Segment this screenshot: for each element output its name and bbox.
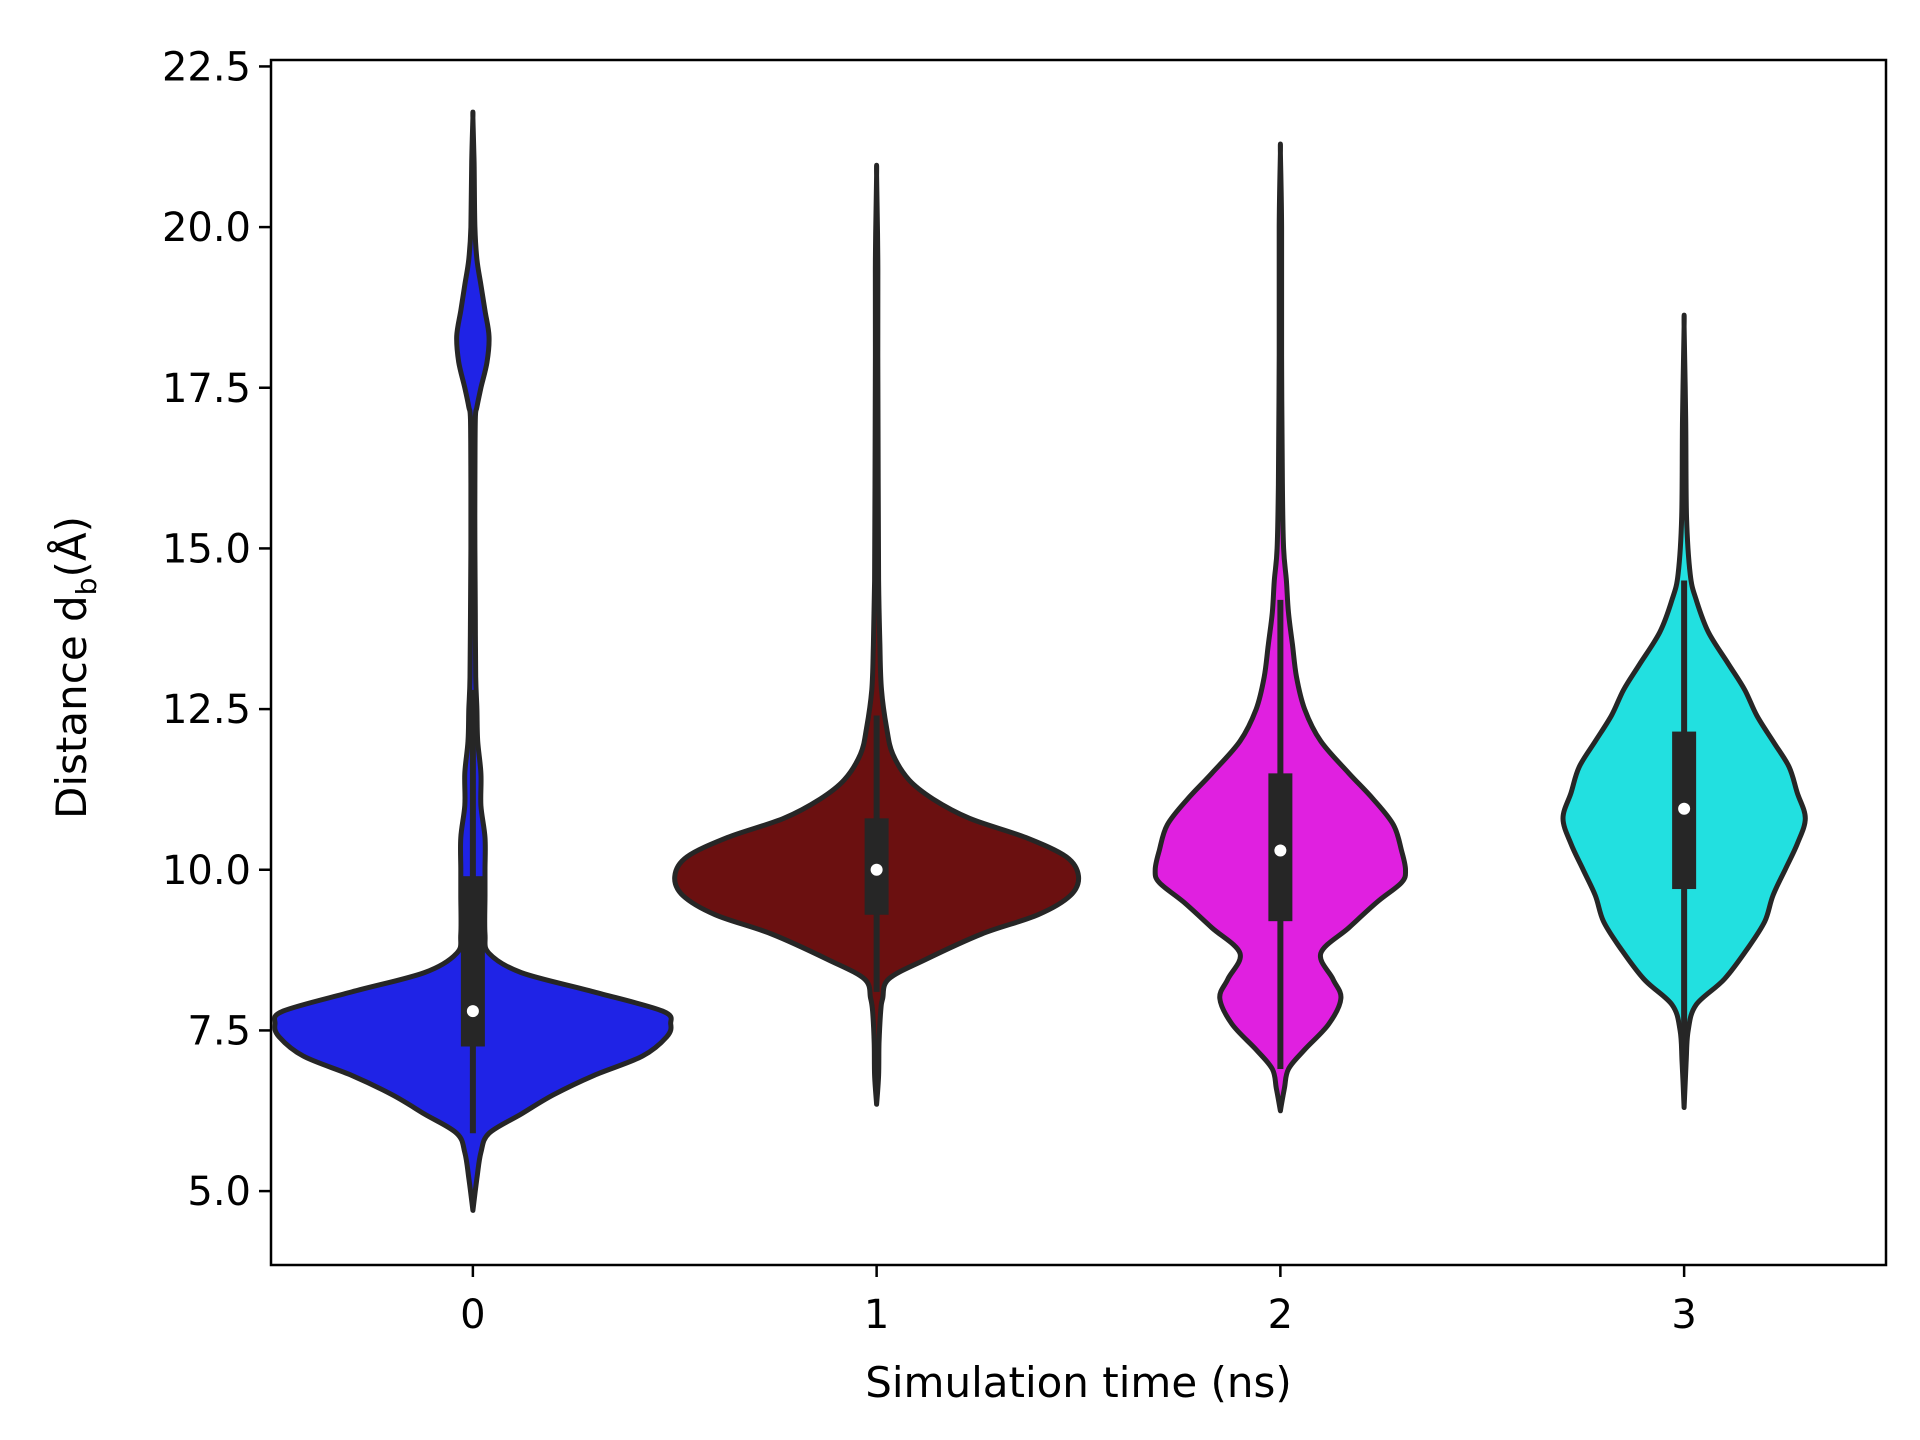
violin-0 <box>271 109 674 1213</box>
y-tick-label: 5.0 <box>187 1169 251 1215</box>
violin-median-point <box>466 1005 479 1018</box>
y-axis-title: Distance db(Å) <box>46 516 103 819</box>
violin-median-point <box>1274 844 1287 857</box>
x-axis-title: Simulation time (ns) <box>865 1358 1292 1407</box>
violin-median-point <box>1678 802 1691 815</box>
x-tick-label: 0 <box>460 1292 485 1338</box>
x-axis: 0 1 2 3 <box>460 1265 1697 1338</box>
y-tick-label: 15.0 <box>162 526 251 572</box>
violin-body <box>271 109 674 1213</box>
violin-body <box>672 162 1082 1107</box>
y-tick-label: 17.5 <box>162 366 251 412</box>
y-axis-title-unit: (Å) <box>46 516 96 578</box>
violin-3 <box>1560 312 1808 1110</box>
y-axis-title-main: Distance d <box>47 595 96 819</box>
violin-2 <box>1152 141 1409 1114</box>
violins-layer <box>271 109 1808 1213</box>
y-tick-label: 22.5 <box>162 44 251 90</box>
x-tick-label: 2 <box>1268 1292 1293 1338</box>
x-tick-label: 3 <box>1671 1292 1696 1338</box>
y-tick-label: 20.0 <box>162 205 251 251</box>
violin-iqr-box <box>460 876 485 1047</box>
y-tick-label: 10.0 <box>162 848 251 894</box>
plot-frame <box>269 58 1888 1267</box>
y-axis: 5.0 7.5 10.0 12.5 15.0 17.5 20.0 22.5 <box>162 44 271 1215</box>
x-tick-label: 1 <box>864 1292 889 1338</box>
y-tick-label: 12.5 <box>162 687 251 733</box>
violin-median-point <box>870 863 883 876</box>
y-tick-label: 7.5 <box>187 1008 251 1054</box>
violin-1 <box>672 162 1082 1107</box>
y-axis-title-subscript: b <box>70 578 103 596</box>
